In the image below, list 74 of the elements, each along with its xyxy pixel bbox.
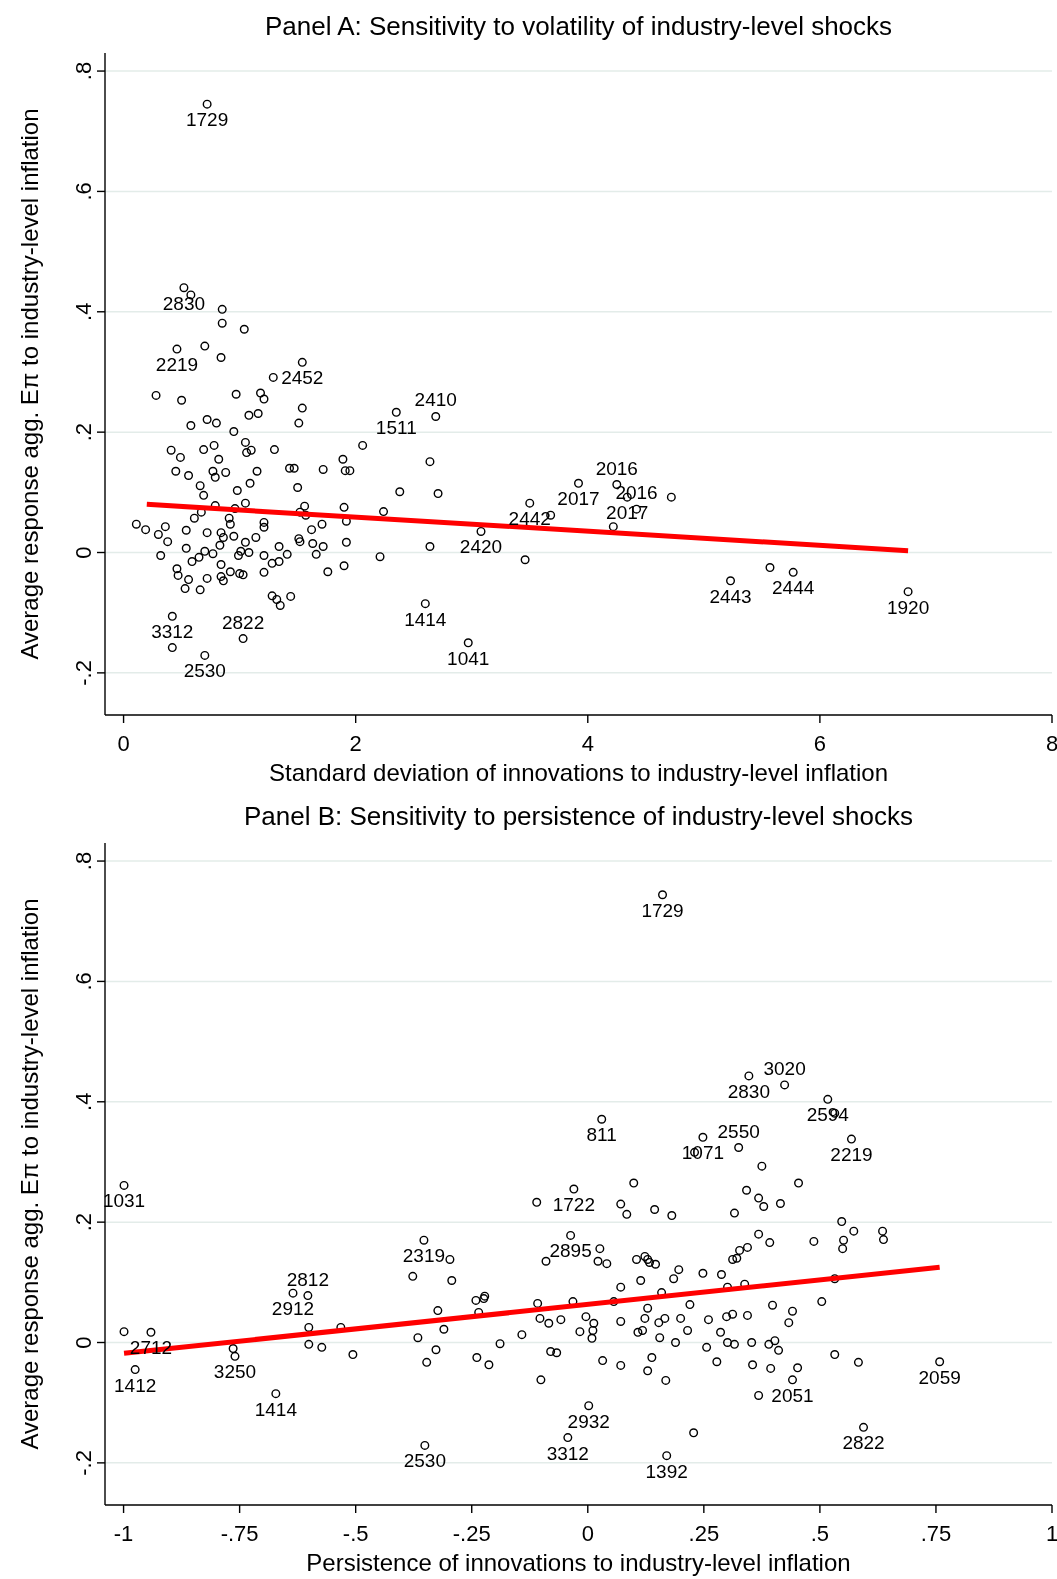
x-tick-label: 4 [581, 731, 594, 756]
annotation: 2932 [567, 1410, 610, 1432]
annotation: 2830 [727, 1080, 771, 1102]
y-tick-label: -.2 [71, 1450, 96, 1476]
annotation: 811 [586, 1124, 617, 1146]
annotation: 3312 [546, 1442, 589, 1464]
annotation: 1729 [185, 109, 229, 131]
annotation: 1414 [254, 1398, 298, 1420]
x-tick-label: -.75 [220, 1521, 259, 1546]
annotation: 2444 [772, 577, 815, 599]
annotation: 1414 [404, 608, 447, 630]
chart-title: Panel A: Sensitivity to volatility of industry-level shocks [264, 11, 893, 41]
annotation: 1729 [641, 899, 684, 921]
annotation: 2016 [615, 482, 658, 504]
annotation: 3250 [213, 1361, 257, 1383]
annotation: 1920 [886, 596, 930, 618]
y-tick-label: .6 [71, 182, 96, 201]
y-tick-label: .4 [71, 1092, 96, 1111]
x-tick-label: 2 [349, 731, 362, 756]
y-tick-label: .4 [71, 302, 96, 321]
x-tick-label: -.5 [342, 1521, 369, 1546]
annotation: 2912 [271, 1298, 315, 1320]
x-tick-label: 1 [1045, 1521, 1057, 1546]
annotation: 1041 [447, 647, 490, 669]
x-tick-label: .75 [920, 1521, 952, 1546]
x-tick-label: .25 [688, 1521, 720, 1546]
annotation: 2822 [842, 1432, 885, 1454]
annotation: 2452 [281, 367, 324, 389]
annotation: 2442 [508, 508, 551, 530]
y-tick-label: 0 [71, 546, 96, 559]
y-axis-title: Average response agg. Eπ to industry-level inflation [16, 108, 43, 660]
y-tick-label: 0 [71, 1336, 96, 1349]
annotation: 2016 [595, 457, 638, 479]
annotation: 2219 [830, 1144, 873, 1166]
annotation: 1392 [645, 1460, 688, 1482]
annotation: 2530 [183, 660, 226, 682]
annotation: 2812 [286, 1268, 329, 1290]
annotation: 1511 [375, 417, 417, 439]
annotation: 2530 [403, 1450, 446, 1472]
annotation: 3020 [763, 1057, 806, 1079]
x-tick-label: -1 [113, 1521, 134, 1546]
annotation: 2443 [709, 585, 752, 607]
annotation: 2059 [918, 1366, 961, 1388]
y-axis-title: Average response agg. Eπ to industry-level inflation [16, 898, 43, 1450]
x-axis-title: Standard deviation of innovations to industry-level inflation [268, 759, 889, 786]
x-tick-label: .5 [810, 1521, 830, 1546]
annotation: 2895 [549, 1240, 592, 1262]
annotation: 1722 [552, 1194, 595, 1216]
y-tick-label: -.2 [71, 660, 96, 686]
x-axis-title: Persistence of innovations to industry-level inflation [306, 1549, 851, 1576]
annotation: 2420 [459, 536, 503, 558]
annotation: 2017 [606, 502, 649, 524]
x-tick-label: 0 [117, 731, 130, 756]
y-tick-label: .6 [71, 972, 96, 991]
annotation: 2594 [806, 1104, 850, 1126]
annotation: 3312 [151, 620, 194, 642]
annotation: 2219 [155, 354, 199, 376]
annotation: 2017 [557, 488, 600, 510]
annotation: 2822 [221, 611, 265, 633]
annotation: 2550 [717, 1120, 760, 1142]
annotation: 1412 [114, 1374, 157, 1396]
y-tick-label: .2 [71, 1212, 96, 1232]
x-tick-label: 6 [813, 731, 827, 756]
annotation: 2319 [402, 1245, 446, 1267]
x-tick-label: 8 [1045, 731, 1057, 756]
x-tick-label: -.25 [452, 1521, 491, 1546]
annotation: 2830 [162, 292, 206, 314]
y-tick-label: .8 [71, 851, 96, 871]
annotation: 2410 [414, 389, 457, 411]
y-tick-label: .2 [71, 422, 96, 442]
annotation: 2051 [771, 1384, 814, 1406]
chart-title: Panel B: Sensitivity to persistence of industry-level shocks [243, 801, 914, 831]
x-tick-label: 0 [581, 1521, 594, 1546]
y-tick-label: .8 [71, 61, 96, 81]
